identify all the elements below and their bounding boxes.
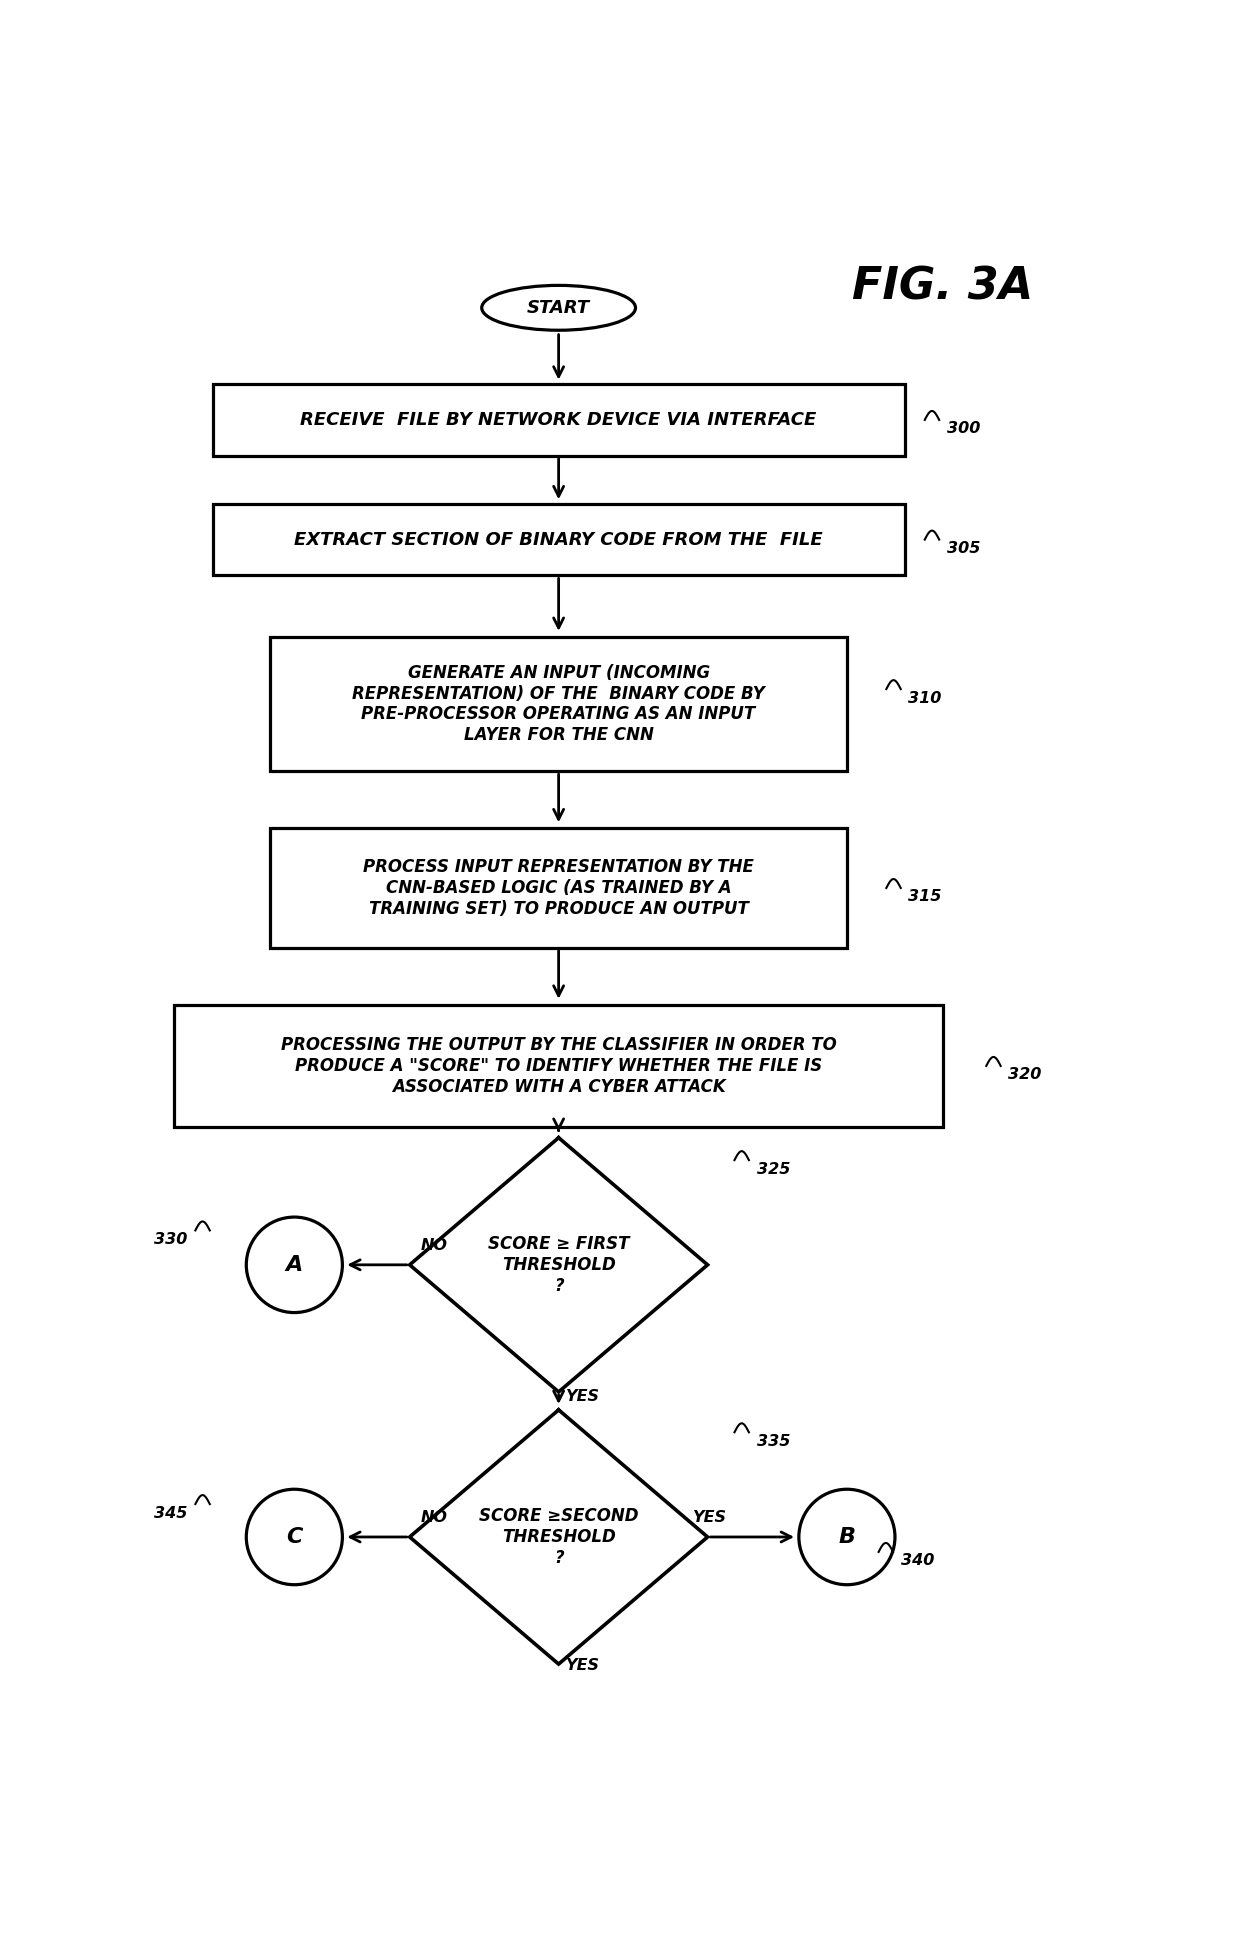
Ellipse shape: [481, 285, 635, 330]
Text: A: A: [285, 1255, 303, 1274]
Text: SCORE ≥SECOND
THRESHOLD
?: SCORE ≥SECOND THRESHOLD ?: [479, 1507, 639, 1567]
Text: 320: 320: [1008, 1068, 1042, 1082]
Text: EXTRACT SECTION OF BINARY CODE FROM THE  FILE: EXTRACT SECTION OF BINARY CODE FROM THE …: [294, 530, 823, 548]
FancyBboxPatch shape: [270, 637, 847, 771]
FancyBboxPatch shape: [174, 1004, 944, 1126]
FancyBboxPatch shape: [213, 385, 905, 456]
Text: FIG. 3A: FIG. 3A: [852, 266, 1034, 309]
FancyBboxPatch shape: [213, 503, 905, 575]
Ellipse shape: [799, 1490, 895, 1585]
Text: C: C: [286, 1526, 303, 1548]
Text: SCORE ≥ FIRST
THRESHOLD
?: SCORE ≥ FIRST THRESHOLD ?: [487, 1235, 630, 1295]
Text: 340: 340: [900, 1554, 934, 1569]
Polygon shape: [409, 1410, 708, 1664]
Text: 345: 345: [154, 1505, 187, 1521]
Text: 315: 315: [909, 889, 942, 905]
Text: GENERATE AN INPUT (INCOMING
REPRESENTATION) OF THE  BINARY CODE BY
PRE-PROCESSOR: GENERATE AN INPUT (INCOMING REPRESENTATI…: [352, 664, 765, 744]
Polygon shape: [409, 1138, 708, 1392]
Text: YES: YES: [567, 1658, 600, 1674]
Text: 305: 305: [947, 542, 981, 555]
Text: START: START: [527, 299, 590, 317]
Text: PROCESSING THE OUTPUT BY THE CLASSIFIER IN ORDER TO
PRODUCE A "SCORE" TO IDENTIF: PROCESSING THE OUTPUT BY THE CLASSIFIER …: [280, 1037, 837, 1095]
Text: 325: 325: [756, 1161, 790, 1177]
Text: B: B: [838, 1526, 856, 1548]
Text: NO: NO: [420, 1237, 448, 1253]
FancyBboxPatch shape: [270, 827, 847, 948]
Text: PROCESS INPUT REPRESENTATION BY THE
CNN-BASED LOGIC (AS TRAINED BY A
TRAINING SE: PROCESS INPUT REPRESENTATION BY THE CNN-…: [363, 858, 754, 919]
Ellipse shape: [247, 1218, 342, 1313]
Text: NO: NO: [420, 1511, 448, 1524]
Text: YES: YES: [567, 1389, 600, 1404]
Text: 335: 335: [756, 1433, 790, 1449]
Text: RECEIVE  FILE BY NETWORK DEVICE VIA INTERFACE: RECEIVE FILE BY NETWORK DEVICE VIA INTER…: [300, 412, 817, 429]
Text: 300: 300: [947, 421, 981, 437]
Ellipse shape: [247, 1490, 342, 1585]
Text: 330: 330: [154, 1231, 187, 1247]
Text: YES: YES: [693, 1511, 728, 1524]
Text: 310: 310: [909, 691, 942, 705]
